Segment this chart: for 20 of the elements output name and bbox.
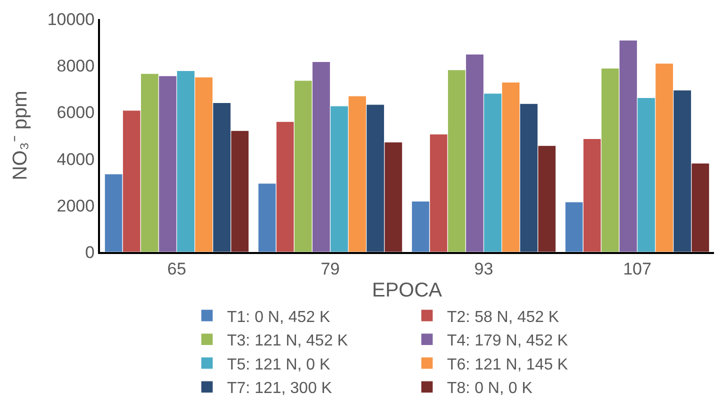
legend-label: T1: 0 N, 452 K bbox=[227, 308, 330, 326]
y-tick-label: 4000 bbox=[56, 150, 95, 169]
x-axis-title: EPOCA bbox=[372, 279, 443, 302]
legend-label: T6: 121 N, 145 K bbox=[447, 356, 568, 374]
x-tick-label: 65 bbox=[167, 259, 186, 278]
legend-label: T2: 58 N, 452 K bbox=[447, 308, 560, 326]
x-tick-label: 107 bbox=[623, 259, 652, 278]
x-tick-label: 79 bbox=[320, 259, 340, 278]
legend-label: T4: 179 N, 452 K bbox=[447, 332, 568, 350]
y-tick-label: 0 bbox=[85, 242, 95, 262]
legend-label: T5: 121 N, 0 K bbox=[227, 356, 330, 374]
x-tick-label: 93 bbox=[474, 259, 494, 278]
y-tick-label: 2000 bbox=[56, 196, 95, 216]
y-tick-label: 10000 bbox=[47, 10, 95, 29]
legend-label: T8: 0 N, 0 K bbox=[447, 380, 533, 398]
y-axis-title: NO₃⁻ ppm bbox=[9, 90, 32, 180]
y-tick-label: 6000 bbox=[56, 103, 95, 122]
legend-label: T3: 121 N, 452 K bbox=[227, 332, 348, 350]
y-tick-label: 8000 bbox=[56, 56, 95, 76]
legend-label: T7: 121, 300 K bbox=[227, 380, 332, 398]
